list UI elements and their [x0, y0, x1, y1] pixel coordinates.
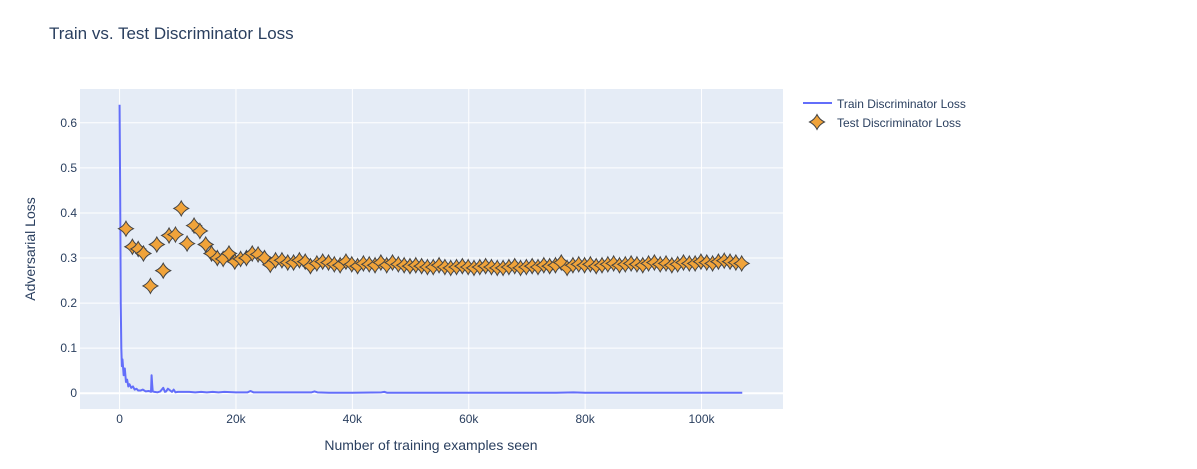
test-loss-point[interactable] [148, 235, 166, 254]
y-axis-ticks: 0 0.1 0.2 0.3 0.4 0.5 0.6 [60, 116, 77, 400]
x-tick-label: 80k [575, 412, 595, 426]
test-loss-point[interactable] [185, 216, 203, 235]
y-tick-label: 0.6 [60, 116, 77, 130]
y-axis-title: Adversarial Loss [22, 197, 38, 301]
y-tick-label: 0.3 [60, 251, 77, 265]
x-tick-label: 100k [689, 412, 716, 426]
chart-title: Train vs. Test Discriminator Loss [49, 24, 294, 43]
legend-label-test: Test Discriminator Loss [837, 116, 961, 130]
test-loss-point[interactable] [134, 244, 153, 263]
test-loss-point[interactable] [552, 253, 570, 272]
test-loss-point[interactable] [117, 220, 135, 238]
legend-item-test[interactable]: Test Discriminator Loss [808, 113, 962, 131]
test-series [117, 199, 751, 295]
test-loss-point[interactable] [166, 225, 185, 244]
test-loss-point[interactable] [197, 235, 215, 254]
x-tick-label: 20k [226, 412, 246, 426]
test-loss-point[interactable] [733, 254, 751, 273]
x-axis-ticks: 0 20k 40k 60k 80k 100k [116, 412, 715, 426]
test-loss-point[interactable] [191, 222, 209, 240]
test-loss-point[interactable] [154, 261, 172, 280]
legend-star-diamond-swatch [808, 113, 826, 131]
y-tick-label: 0.2 [60, 296, 77, 310]
x-tick-label: 60k [459, 412, 479, 426]
y-tick-label: 0.5 [60, 161, 77, 175]
legend-label-train: Train Discriminator Loss [837, 97, 966, 111]
test-loss-point[interactable] [141, 277, 160, 295]
legend: Train Discriminator Loss Test Discrimina… [803, 97, 966, 131]
y-tick-label: 0.4 [60, 206, 77, 220]
test-loss-point[interactable] [178, 234, 196, 253]
train-series [118, 104, 743, 394]
y-tick-label: 0.1 [60, 341, 77, 355]
x-axis-title: Number of training examples seen [324, 437, 537, 453]
y-tick-label: 0 [70, 386, 77, 400]
legend-item-train[interactable]: Train Discriminator Loss [803, 97, 966, 111]
plot-area[interactable] [80, 89, 783, 409]
train-loss-line[interactable] [118, 104, 743, 394]
x-tick-label: 40k [343, 412, 363, 426]
x-tick-label: 0 [116, 412, 123, 426]
test-loss-point[interactable] [172, 199, 190, 218]
